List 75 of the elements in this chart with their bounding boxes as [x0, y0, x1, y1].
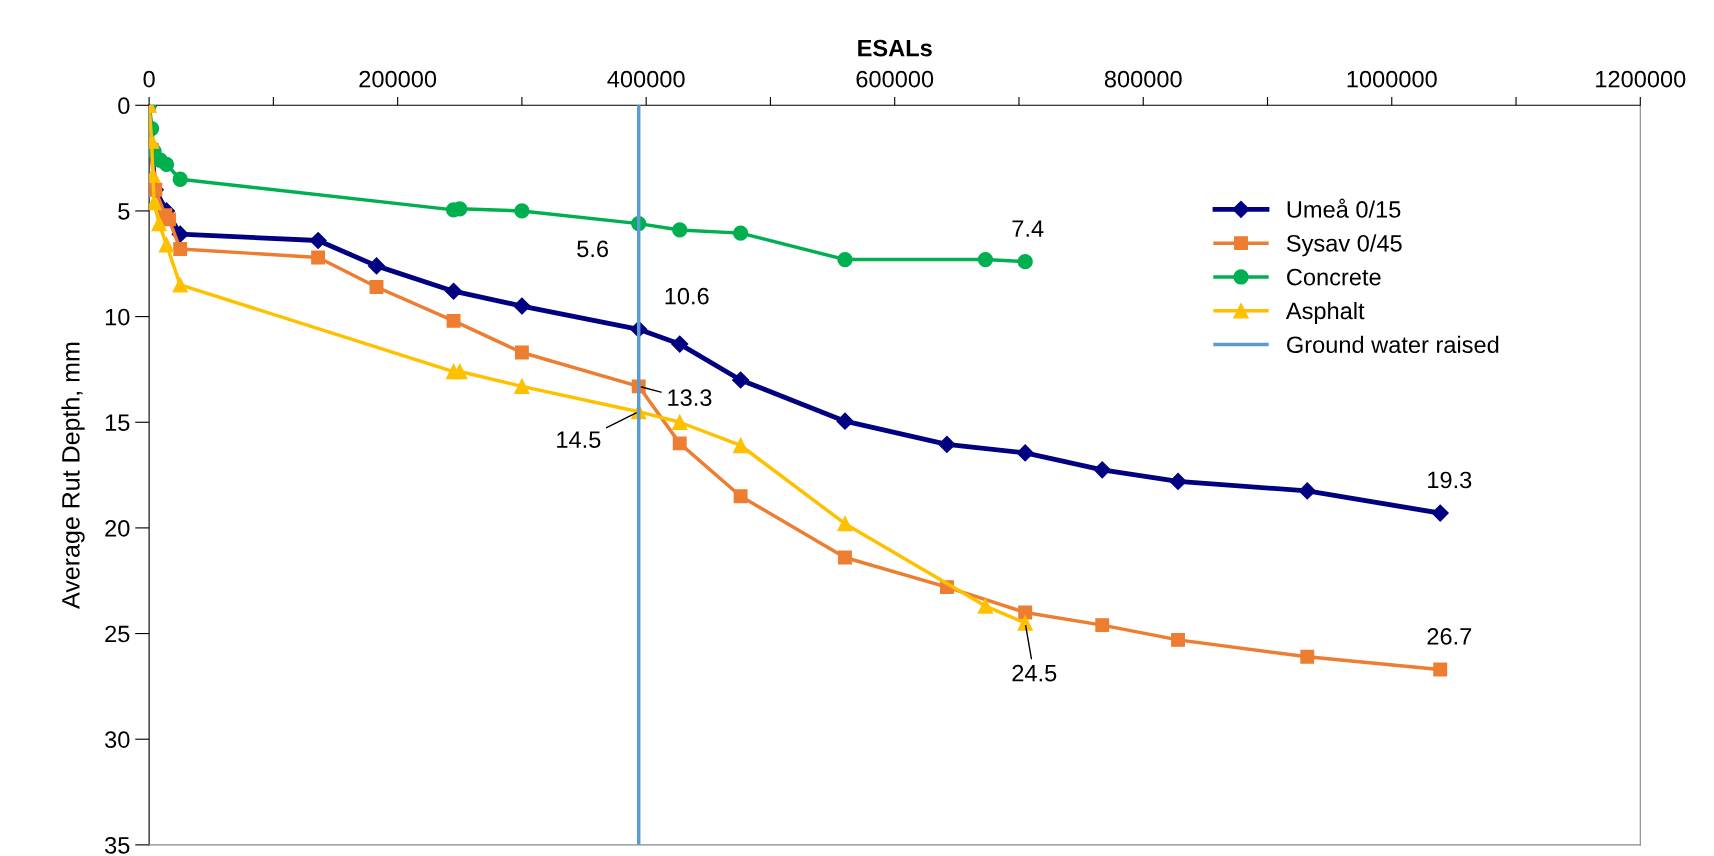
- point: [1018, 605, 1033, 620]
- point: [173, 242, 188, 256]
- point: [1169, 472, 1187, 490]
- point: [514, 378, 530, 394]
- point: [151, 215, 167, 232]
- annotation: 14.5: [557, 431, 601, 449]
- point: [671, 335, 689, 353]
- point: [1017, 254, 1033, 270]
- point: [158, 237, 175, 253]
- point: [309, 231, 327, 250]
- point: [1171, 632, 1185, 647]
- annotation: 5.6: [577, 240, 609, 258]
- point: [938, 435, 956, 453]
- legend-label: Concrete: [1287, 268, 1381, 286]
- y-tick-label: 20: [105, 519, 130, 537]
- point: [1431, 504, 1449, 522]
- legend-label: Sysav 0/45: [1286, 234, 1402, 257]
- point: [158, 156, 175, 173]
- y-tick-label: 0: [118, 97, 130, 115]
- point: [1016, 444, 1034, 462]
- x-tick-label: 0: [143, 70, 155, 88]
- point: [1433, 662, 1448, 677]
- point: [838, 550, 852, 565]
- point: [367, 257, 386, 275]
- point: [445, 282, 463, 300]
- x-tick-label: 600000: [856, 70, 934, 88]
- point: [172, 171, 188, 187]
- annotation: 7.4: [1012, 220, 1044, 237]
- x-tick-label: 400000: [607, 70, 685, 88]
- annotation: 10.6: [665, 287, 709, 305]
- point: [837, 251, 853, 268]
- x-tick-label: 800000: [1104, 70, 1182, 88]
- x-tick-label: 1200000: [1596, 70, 1686, 88]
- point: [732, 437, 749, 454]
- annotation: 24.5: [1012, 664, 1057, 682]
- point: [836, 412, 854, 430]
- y-tick-label: 30: [105, 731, 130, 748]
- point: [369, 280, 384, 294]
- x-axis-title: ESALs: [858, 39, 932, 57]
- y-tick-label: 10: [105, 308, 130, 326]
- point: [732, 371, 750, 389]
- point: [172, 277, 188, 293]
- point: [672, 436, 687, 451]
- legend-label: Umeå 0/15: [1287, 198, 1401, 218]
- y-tick-label: 25: [105, 625, 130, 643]
- point: [311, 250, 326, 265]
- point: [977, 251, 994, 268]
- y-axis-title: Average Rut Depth, mm: [61, 342, 85, 609]
- legend-label: Ground water raised: [1287, 335, 1499, 354]
- point: [837, 516, 853, 532]
- point: [1300, 649, 1315, 664]
- point: [1093, 461, 1111, 479]
- legend-label: Asphalt: [1285, 301, 1365, 324]
- point: [732, 225, 749, 241]
- point: [446, 313, 461, 328]
- point: [1017, 615, 1033, 631]
- point: [1298, 482, 1316, 500]
- point: [162, 212, 176, 227]
- annotation: 26.7: [1427, 628, 1472, 645]
- point: [514, 203, 530, 219]
- point: [672, 222, 688, 238]
- y-tick-label: 15: [105, 414, 130, 432]
- annotation: 13.3: [668, 389, 712, 407]
- annotation: 19.3: [1428, 471, 1472, 489]
- point: [1095, 618, 1110, 633]
- point: [672, 414, 688, 430]
- point: [452, 363, 468, 380]
- x-tick-label: 200000: [359, 70, 437, 88]
- point: [513, 297, 531, 315]
- y-tick-label: 5: [118, 203, 130, 220]
- point: [514, 345, 529, 360]
- y-tick-label: 35: [105, 836, 130, 854]
- point: [733, 489, 748, 504]
- point: [977, 598, 994, 614]
- x-tick-label: 1000000: [1347, 70, 1437, 88]
